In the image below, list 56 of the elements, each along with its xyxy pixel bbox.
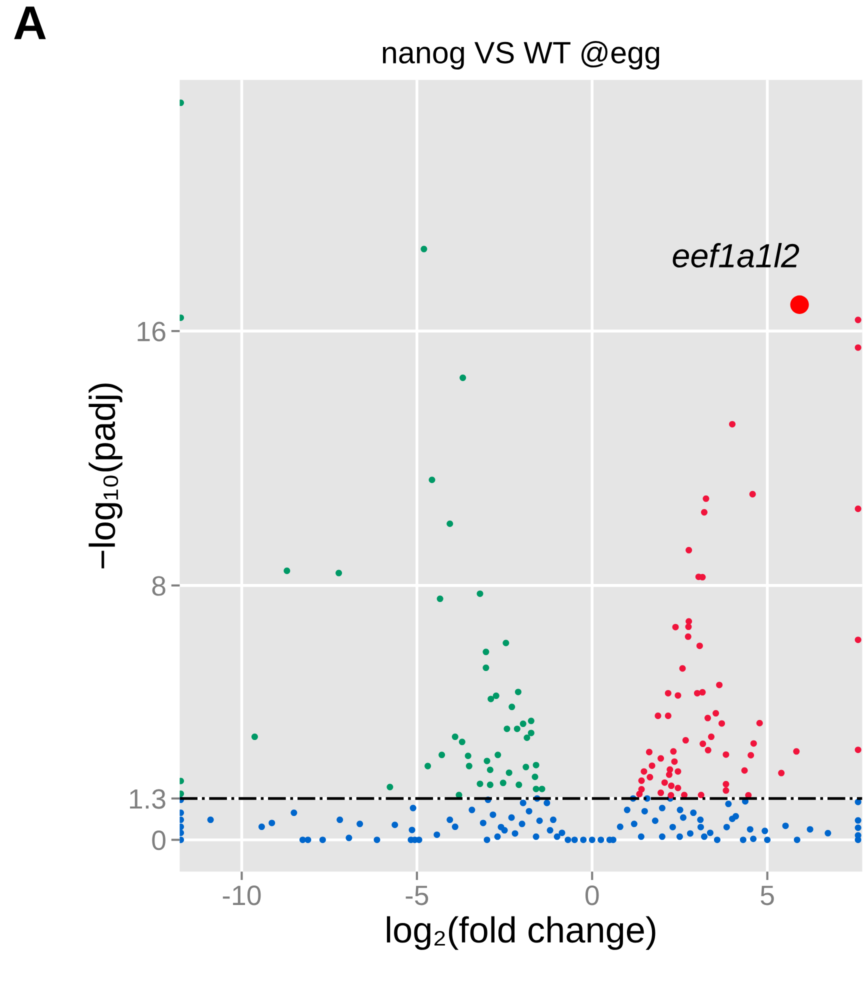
point <box>504 726 510 732</box>
point <box>386 784 394 790</box>
point <box>482 664 490 672</box>
point <box>284 568 290 574</box>
point <box>486 782 494 788</box>
point <box>514 688 522 696</box>
point <box>514 726 520 732</box>
y-axis-title: −log₁₀(padj) <box>88 384 122 568</box>
point <box>522 764 530 770</box>
x-axis-title: log₂(fold change) <box>386 916 656 950</box>
point <box>428 476 436 484</box>
point <box>460 374 466 382</box>
point <box>494 752 502 758</box>
point <box>420 246 428 252</box>
point <box>464 752 472 760</box>
point <box>506 769 512 776</box>
point <box>336 570 342 576</box>
point <box>476 780 484 788</box>
point <box>436 596 444 602</box>
point <box>484 758 490 764</box>
point <box>486 766 494 774</box>
point <box>482 648 490 656</box>
point <box>532 786 540 792</box>
point <box>438 752 446 758</box>
x-tick-label: 5 <box>760 886 774 906</box>
point <box>492 692 500 700</box>
point <box>790 295 809 314</box>
point <box>424 762 432 770</box>
point <box>488 696 494 702</box>
point <box>528 718 534 724</box>
point <box>446 520 454 528</box>
x-tick-label: -10 <box>222 886 261 906</box>
point <box>500 780 506 786</box>
y-tick-label: 16 <box>138 322 166 342</box>
point <box>458 738 466 746</box>
point <box>452 734 458 740</box>
y-tick-label: 0 <box>152 830 166 850</box>
point <box>524 734 530 742</box>
point <box>532 762 540 768</box>
point <box>476 590 484 597</box>
chart-title: nanog VS WT @egg <box>382 41 660 70</box>
point <box>502 640 510 646</box>
y-tick-label: 8 <box>152 576 166 596</box>
annotation: eef1a1l2 <box>672 243 800 268</box>
y-tick-label: 1.3 <box>130 789 166 809</box>
point <box>508 704 516 710</box>
point <box>251 734 258 740</box>
point <box>528 730 534 736</box>
x-tick-label: -5 <box>406 886 428 906</box>
text: A <box>14 6 46 40</box>
point <box>538 786 546 792</box>
point <box>520 720 526 728</box>
point <box>466 762 472 770</box>
point <box>516 782 522 788</box>
x-tick-label: 0 <box>585 886 599 906</box>
point <box>532 774 538 780</box>
